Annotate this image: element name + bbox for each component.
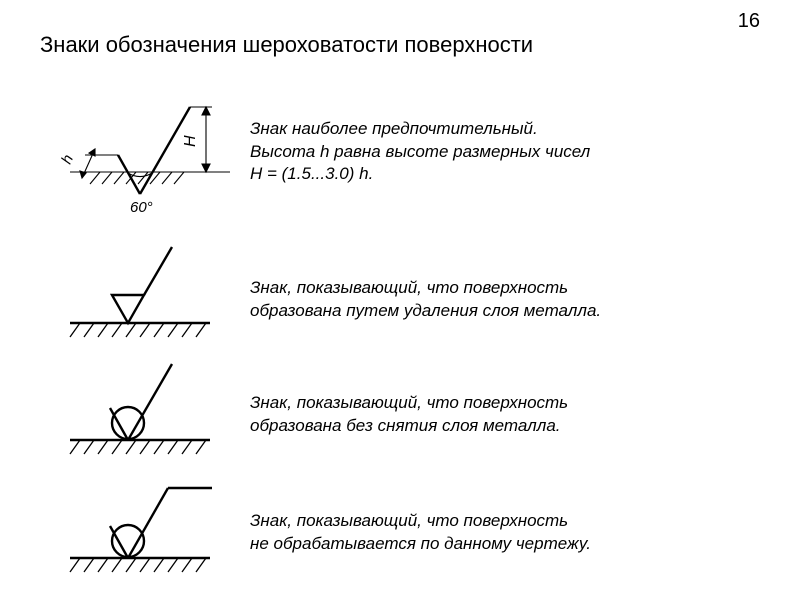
desc-material-removal: Знак, показывающий, что поверхность обра…: [240, 277, 601, 323]
row-no-material-removal: Знак, показывающий, что поверхность обра…: [40, 360, 760, 470]
desc-line: не обрабатывается по данному чертежу.: [250, 533, 591, 556]
diagram-no-material-removal: [40, 360, 240, 470]
row-material-removal: Знак, показывающий, что поверхность обра…: [40, 245, 760, 355]
H-label: H: [182, 135, 199, 147]
diagram-material-removal: [40, 245, 240, 355]
desc-line: образована путем удаления слоя металла.: [250, 300, 601, 323]
desc-no-material-removal: Знак, показывающий, что поверхность обра…: [240, 392, 568, 438]
page-title: Знаки обозначения шероховатости поверхно…: [40, 32, 533, 58]
desc-line: Знак, показывающий, что поверхность: [250, 510, 591, 533]
diagram-preferred: 60° h H: [40, 72, 240, 232]
desc-not-machined: Знак, показывающий, что поверхность не о…: [240, 510, 591, 556]
row-not-machined-this-drawing: Знак, показывающий, что поверхность не о…: [40, 478, 760, 588]
desc-line: Знак наиболее предпочтительный.: [250, 118, 590, 141]
diagram-not-machined: [40, 478, 240, 588]
desc-preferred: Знак наиболее предпочтительный. Высота h…: [240, 118, 590, 187]
desc-line: образована без снятия слоя металла.: [250, 415, 568, 438]
angle-label: 60°: [130, 199, 153, 216]
desc-line: Знак, показывающий, что поверхность: [250, 277, 601, 300]
desc-line: Высота h равна высоте размерных чисел: [250, 141, 590, 164]
desc-line: Знак, показывающий, что поверхность: [250, 392, 568, 415]
h-label: h: [58, 152, 77, 167]
desc-line: H = (1.5...3.0) h.: [250, 163, 590, 186]
page-number: 16: [738, 10, 760, 33]
row-preferred-symbol: 60° h H Знак наиболее предпочтит: [40, 72, 760, 232]
